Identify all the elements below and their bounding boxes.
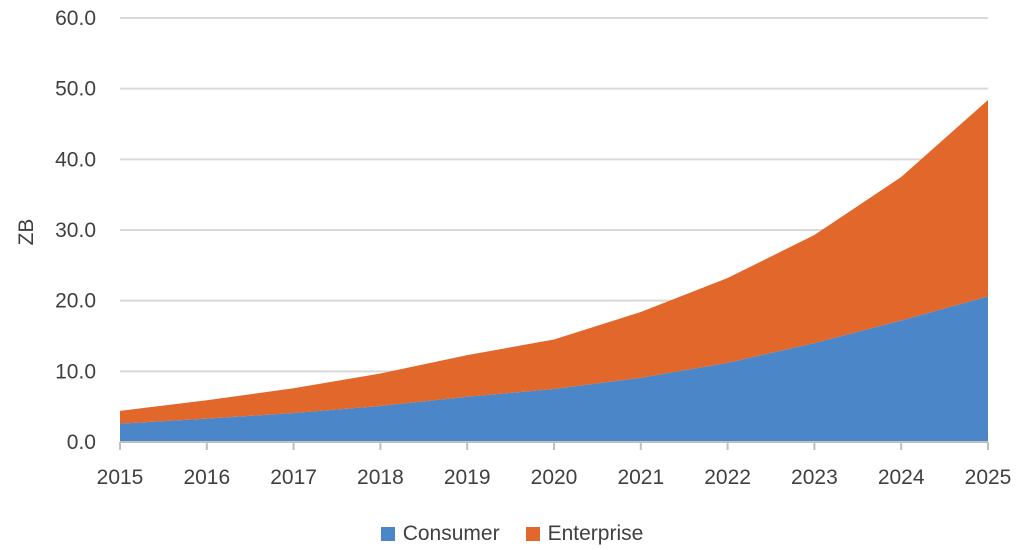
x-tick-label: 2018 xyxy=(357,466,404,489)
area-series xyxy=(120,99,988,442)
x-tick-label: 2024 xyxy=(878,466,925,489)
x-tick-label: 2017 xyxy=(270,466,317,489)
y-tick-label: 20.0 xyxy=(55,290,96,313)
x-tick-label: 2019 xyxy=(444,466,491,489)
y-axis-title: ZB xyxy=(15,219,38,246)
legend: Consumer Enterprise xyxy=(0,519,1024,549)
legend-item-enterprise: Enterprise xyxy=(525,522,644,546)
y-axis-ticks: 0.0 10.0 20.0 30.0 40.0 50.0 60.0 xyxy=(55,7,96,454)
x-tick-label: 2025 xyxy=(965,466,1012,489)
x-axis xyxy=(119,441,989,450)
x-tick-label: 2016 xyxy=(183,466,230,489)
x-tick-label: 2022 xyxy=(704,466,751,489)
x-tick-label: 2023 xyxy=(791,466,838,489)
area-enterprise xyxy=(120,99,988,424)
legend-label-consumer: Consumer xyxy=(402,522,500,545)
legend-swatch-enterprise xyxy=(525,527,540,541)
y-tick-label: 60.0 xyxy=(55,7,96,30)
y-tick-label: 40.0 xyxy=(55,148,96,171)
y-tick-label: 10.0 xyxy=(55,360,96,383)
x-tick-label: 2015 xyxy=(97,466,144,489)
legend-swatch-consumer xyxy=(380,527,395,541)
area-consumer xyxy=(120,296,988,442)
x-axis-ticks: 2015 2016 2017 2018 2019 2020 2021 2022 2023 2024… xyxy=(97,466,1012,489)
legend-item-consumer: Consumer xyxy=(380,522,500,546)
y-tick-label: 0.0 xyxy=(67,431,96,454)
y-tick-label: 50.0 xyxy=(55,78,96,101)
legend-label-enterprise: Enterprise xyxy=(547,522,644,545)
y-tick-label: 30.0 xyxy=(55,219,96,242)
x-tick-label: 2021 xyxy=(617,466,664,489)
x-tick-label: 2020 xyxy=(531,466,578,489)
